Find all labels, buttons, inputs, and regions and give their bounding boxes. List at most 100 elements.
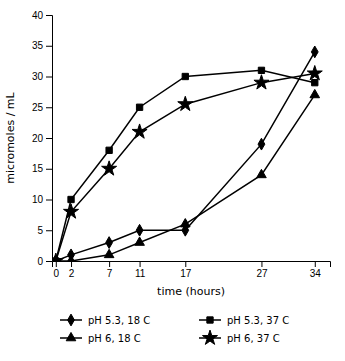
marker [132,124,147,138]
tick-label: 34 [310,268,322,279]
marker [312,79,318,85]
tick: 0 [37,256,52,267]
y-axis-title: micromoles / mL [4,91,17,183]
series [52,89,320,261]
legend-item: pH 5.3, 18 C [60,314,150,326]
marker [136,104,142,110]
tick-label: 17 [180,268,192,279]
tick: 7 [107,261,113,279]
tick: 25 [32,102,52,113]
legend-label: pH 5.3, 37 C [227,315,289,326]
tick: 11 [135,261,146,279]
tick-mark [46,169,52,170]
tick: 40 [32,10,52,21]
tick: 34 [310,261,322,279]
tick-mark [140,261,141,267]
marks [52,46,322,261]
y-axis: 0 5 10 15 20 25 30 35 40 [32,10,53,267]
marker [135,237,145,245]
axis-line [53,262,331,268]
legend: pH 5.3, 18 C pH 5.3, 37 C pH 6, 18 C pH 6, … [60,314,289,344]
marker [102,161,117,175]
marker [310,89,320,97]
tick-label: 35 [32,40,44,51]
legend-symbol [66,332,76,340]
legend-symbol [207,317,213,323]
tick-mark [261,261,262,267]
tick-mark [56,261,57,267]
line [56,52,315,261]
tick-mark [46,200,52,201]
tick-label: 11 [135,268,146,279]
tick-mark [46,138,52,139]
tick-label: 15 [32,163,44,174]
tick: 15 [32,163,52,174]
tick-label: 25 [32,102,44,113]
legend-symbol [202,330,217,344]
tick-label: 10 [32,194,44,205]
tick: 30 [32,71,52,82]
tick: 27 [256,261,268,279]
tick: 5 [37,225,52,236]
marker [307,66,322,80]
chart: 027111727340510152025303540time (hours)m… [0,0,345,361]
x-axis-title: time (hours) [157,285,225,298]
marker [136,224,143,236]
marker [178,96,193,110]
legend-item: pH 5.3, 37 C [199,315,289,326]
tick-mark [46,107,52,108]
tick-mark [46,46,52,47]
tick-mark [71,261,72,267]
series [52,66,322,261]
line [56,73,315,261]
line [56,70,315,261]
tick-mark [46,230,52,231]
tick-label: 7 [107,268,113,279]
tick: 10 [32,194,52,205]
marker [52,253,63,261]
marker [66,255,76,261]
legend-symbol [68,314,75,326]
axis-line [46,16,53,262]
series [52,46,318,261]
tick-mark [46,261,52,262]
tick-label: 0 [37,256,43,267]
tick-mark [185,261,186,267]
marker [257,169,267,177]
marker [258,67,264,73]
marker [180,219,190,227]
legend-label: pH 6, 37 C [227,333,280,344]
legend-label: pH 6, 18 C [88,333,141,344]
tick-label: 5 [37,225,43,236]
tick-label: 40 [32,10,44,21]
marker [106,237,113,249]
legend-label: pH 5.3, 18 C [88,315,150,326]
tick-label: 27 [256,268,268,279]
tick-mark [315,261,316,267]
tick-mark [46,15,52,16]
tick: 35 [32,40,52,51]
tick-label: 30 [32,71,44,82]
legend-item: pH 6, 37 C [199,330,280,344]
marker [254,75,269,89]
plot: 027111727340510152025303540time (hours)m… [4,10,331,345]
series [53,67,318,261]
marker [64,204,79,218]
tick: 17 [180,261,192,279]
tick: 20 [32,133,52,144]
line [56,95,315,261]
x-axis: 02711172734 [53,261,331,279]
marker [182,73,188,79]
marker [104,249,114,257]
tick-label: 0 [54,268,60,279]
marker [106,147,112,153]
legend-item: pH 6, 18 C [60,332,141,343]
tick: 0 [54,261,60,279]
marker [258,138,265,150]
tick-mark [109,261,110,267]
tick: 2 [69,261,75,279]
tick-label: 2 [69,268,75,279]
marker [311,46,318,58]
tick-mark [46,77,52,78]
tick-label: 20 [32,133,44,144]
